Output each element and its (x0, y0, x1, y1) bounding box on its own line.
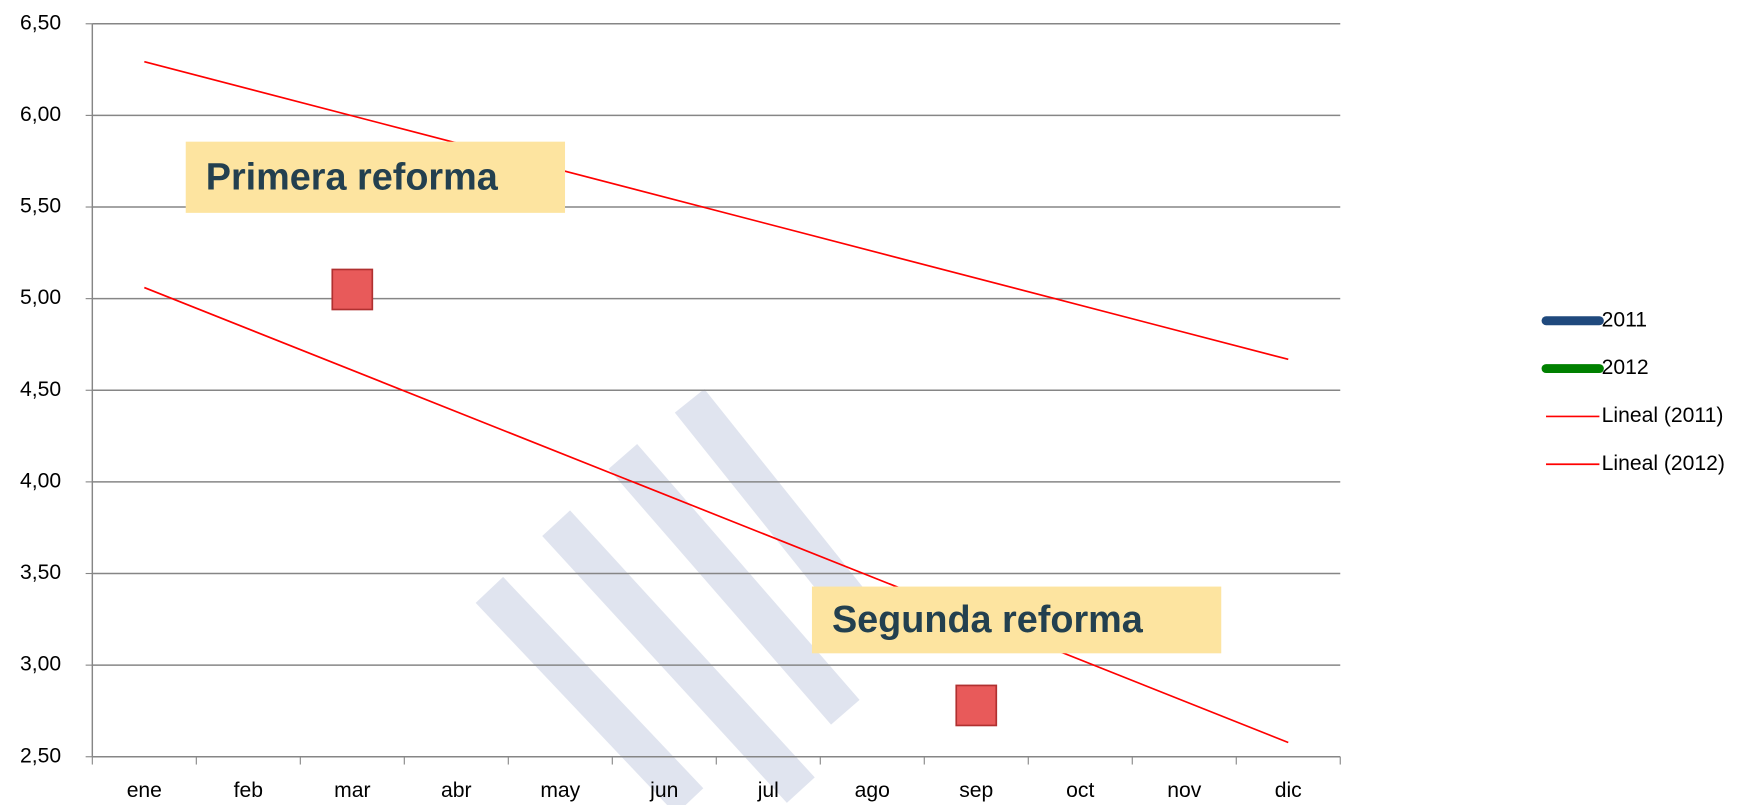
x-tick-label: ago (855, 779, 890, 802)
annotation-box (185, 141, 566, 213)
y-tick-label: 3,50 (20, 561, 61, 584)
y-tick-label: 5,00 (20, 286, 61, 309)
x-tick-label: jul (757, 779, 779, 802)
y-tick-label: 5,50 (20, 195, 61, 218)
annotation-marker (331, 268, 374, 311)
annotation-marker (955, 684, 998, 727)
y-tick-label: 6,00 (20, 103, 61, 126)
annotation-text: Primera reforma (206, 156, 499, 198)
x-tick-label: feb (234, 779, 263, 802)
legend-label: 2011 (1602, 308, 1647, 331)
legend-label: 2012 (1602, 356, 1649, 379)
x-tick-label: may (540, 779, 580, 802)
annotation-box (811, 586, 1222, 654)
x-tick-label: abr (441, 779, 472, 802)
y-tick-label: 3,00 (20, 653, 61, 676)
y-tick-label: 6,50 (20, 11, 61, 34)
trendline (144, 60, 1289, 361)
x-tick-label: jun (649, 779, 678, 802)
x-tick-label: sep (959, 779, 993, 802)
watermark (475, 389, 883, 805)
legend-label: Lineal (2012) (1602, 452, 1725, 475)
legend-label: Lineal (2011) (1602, 404, 1724, 427)
x-tick-label: nov (1167, 779, 1201, 802)
x-tick-label: oct (1066, 779, 1094, 802)
x-tick-label: dic (1275, 779, 1302, 802)
x-tick-label: mar (334, 779, 370, 802)
x-tick-label: ene (127, 779, 162, 802)
y-tick-label: 2,50 (20, 744, 61, 767)
trendline (144, 286, 1289, 744)
y-tick-label: 4,50 (20, 378, 61, 401)
y-tick-label: 4,00 (20, 469, 61, 492)
annotation-text: Segunda reforma (832, 599, 1144, 641)
